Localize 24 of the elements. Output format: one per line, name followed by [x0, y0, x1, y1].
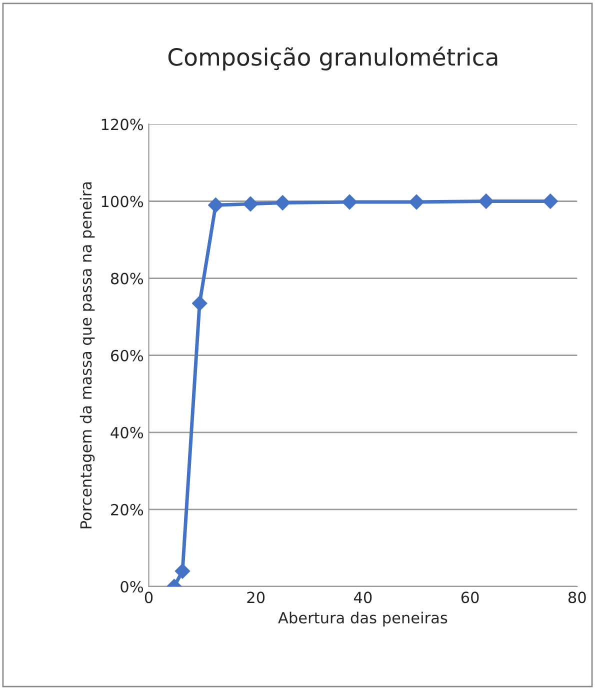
- point: [542, 194, 558, 209]
- x-axis-title: Abertura das peneiras: [278, 612, 448, 626]
- x-tick-label: 0: [144, 592, 153, 604]
- y-tick-label: 40%: [110, 426, 144, 438]
- y-tick-label: 60%: [111, 350, 144, 362]
- x-tick-label: 40: [354, 592, 372, 604]
- point: [478, 194, 494, 209]
- point: [192, 296, 208, 311]
- chart-title: Composição granulométrica: [168, 46, 498, 70]
- point: [208, 198, 224, 213]
- point: [408, 194, 424, 210]
- point: [275, 195, 290, 210]
- x-tick-label: 60: [461, 592, 479, 604]
- y-tick-label: 20%: [111, 504, 144, 516]
- x-tick-label: 80: [568, 592, 586, 604]
- point: [174, 564, 190, 579]
- point: [342, 194, 358, 210]
- x-tick-label: 20: [247, 592, 265, 604]
- y-tick-label: 100%: [102, 196, 144, 208]
- y-tick-label: 0%: [120, 580, 144, 593]
- y-tick-label: 80%: [110, 272, 144, 284]
- y-axis-title: Porcentagem da massa que passa na peneira: [80, 182, 95, 528]
- y-tick-label: 120%: [102, 118, 144, 130]
- point: [242, 196, 258, 212]
